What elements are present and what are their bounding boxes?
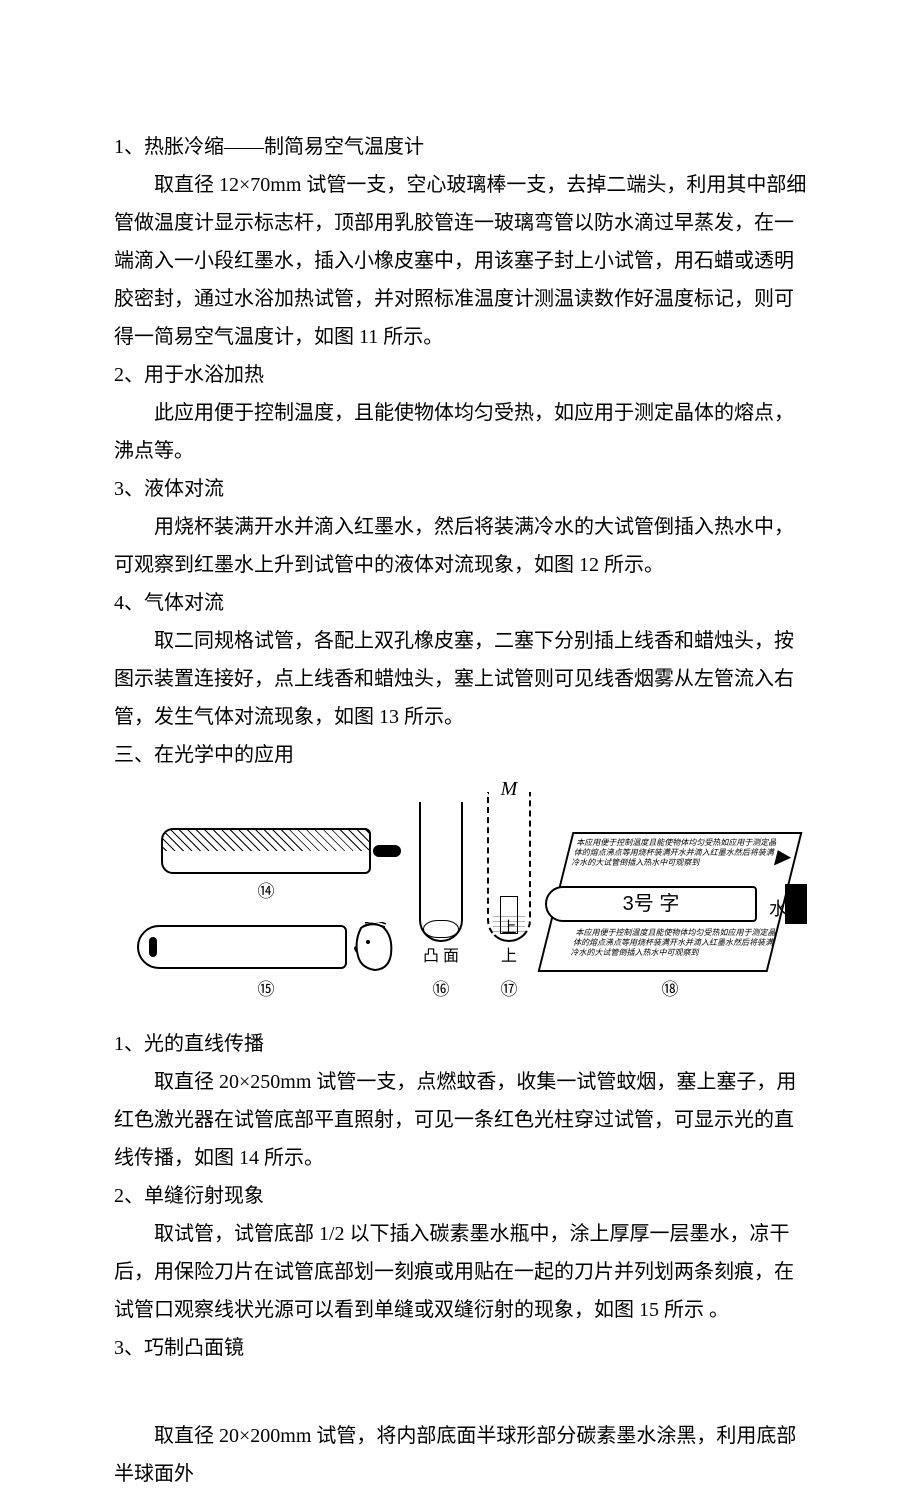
spacer [114, 1367, 808, 1417]
title: 液体对流 [144, 478, 224, 500]
figure-18-col: 本应用便于控制温度且能使物体均匀受热如应用于测定晶体的熔点沸点等用烧杯装满开水并… [555, 832, 785, 1006]
figure-15-number: ⑮ [258, 974, 275, 1006]
item-1-body: 取直径 12×70mm 试管一支，空心玻璃棒一支，去掉二端头，利用其中部细管做温… [114, 166, 808, 356]
num: 4、 [114, 592, 144, 614]
figure-17-col: M 上 上 ⑰ [487, 792, 531, 1007]
flame-icon: M [501, 770, 518, 808]
figure-14-15-col: ⑭ ⑮ [137, 828, 395, 1007]
opt-2-body: 取试管，试管底部 1/2 以下插入碳素墨水瓶中，涂上厚厚一层墨水，凉干后，用保险… [114, 1215, 808, 1329]
title: 巧制凸面镜 [144, 1337, 244, 1359]
num: 1、 [114, 136, 144, 158]
opt-3-body: 取直径 20×200mm 试管，将内部底面半球形部分碳素墨水涂黑，利用底部半球面… [114, 1417, 808, 1493]
opt-2-heading: 2、单缝衍射现象 [114, 1177, 808, 1215]
item-1-heading: 1、热胀冷缩——制简易空气温度计 [114, 128, 808, 166]
figure-18-text-bottom: 本应用便于控制温度且能使物体均匀受热如应用于测定晶体的熔点沸点等用烧杯装满开水并… [569, 928, 779, 962]
title: 光的直线传播 [144, 1033, 264, 1055]
num: 2、 [114, 364, 144, 386]
figure-row: ⑭ ⑮ 凸 面 ⑯ M 上 上 ⑰ [114, 792, 808, 1007]
num: 1、 [114, 1033, 144, 1055]
num: 3、 [114, 1337, 144, 1359]
figure-16-icon [419, 802, 463, 942]
num: 3、 [114, 478, 144, 500]
figure-17-innerlabel: 上 [501, 914, 516, 943]
title: 热胀冷缩——制简易空气温度计 [144, 136, 424, 158]
face-icon [353, 922, 395, 972]
figure-18-number: ⑱ [662, 974, 679, 1006]
figure-18-text-top: 本应用便于控制温度且能使物体均匀受热如应用于测定晶体的熔点沸点等用烧杯装满开水并… [568, 838, 780, 878]
section-3-heading: 三、在光学中的应用 [114, 736, 808, 774]
figure-18-tube: 3号 字 [545, 886, 757, 922]
figure-17-number: ⑰ [501, 974, 518, 1006]
item-2-body: 此应用便于控制温度，且能使物体均匀受热，如应用于测定晶体的熔点，沸点等。 [114, 394, 808, 470]
opt-3-heading: 3、巧制凸面镜 [114, 1329, 808, 1367]
num: 2、 [114, 1185, 144, 1207]
figure-15-wrap [137, 922, 395, 972]
figure-17-label: 上 [501, 942, 517, 972]
water-plug-icon [785, 884, 807, 924]
title: 用于水浴加热 [144, 364, 264, 386]
figure-18-water-label: 水 [769, 892, 787, 926]
figure-17-icon: M 上 [487, 792, 531, 942]
figure-18-icon: 本应用便于控制温度且能使物体均匀受热如应用于测定晶体的熔点沸点等用烧杯装满开水并… [555, 832, 785, 972]
opt-1-body: 取直径 20×250mm 试管一支，点燃蚊香，收集一试管蚊烟，塞上塞子，用红色激… [114, 1063, 808, 1177]
figure-15-tube-icon [137, 925, 347, 969]
title: 单缝衍射现象 [144, 1185, 264, 1207]
figure-16-col: 凸 面 ⑯ [419, 802, 463, 1007]
figure-14-icon [161, 828, 371, 874]
opt-1-heading: 1、光的直线传播 [114, 1025, 808, 1063]
title: 气体对流 [144, 592, 224, 614]
item-3-heading: 3、液体对流 [114, 470, 808, 508]
item-4-body: 取二同规格试管，各配上双孔橡皮塞，二塞下分别插上线香和蜡烛头，按图示装置连接好，… [114, 622, 808, 736]
item-2-heading: 2、用于水浴加热 [114, 356, 808, 394]
item-4-heading: 4、气体对流 [114, 584, 808, 622]
figure-16-label: 凸 面 [423, 942, 459, 972]
figure-16-number: ⑯ [433, 974, 450, 1006]
figure-14-number: ⑭ [258, 876, 275, 908]
item-3-body: 用烧杯装满开水并滴入红墨水，然后将装满冷水的大试管倒插入热水中，可观察到红墨水上… [114, 508, 808, 584]
